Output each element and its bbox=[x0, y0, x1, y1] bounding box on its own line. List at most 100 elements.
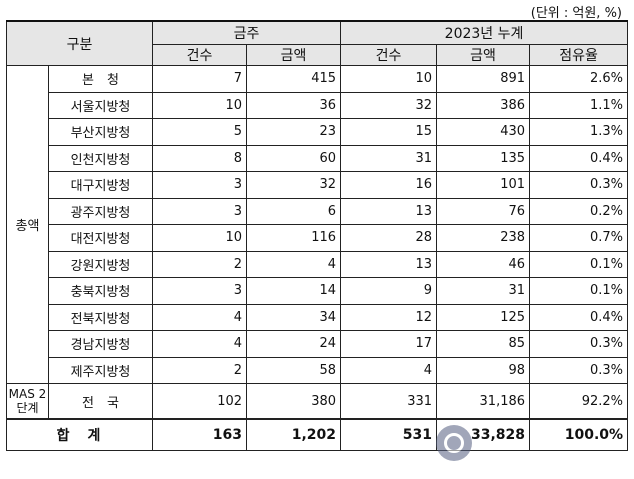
total-share: 100.0% bbox=[529, 418, 629, 451]
procurement-table: 구분 금주 2023년 누계 건수 금액 건수 금액 점유율 총액 본 청 7 … bbox=[5, 20, 629, 451]
table-row: 대전지방청 10 116 28 238 0.7% bbox=[7, 224, 629, 252]
week-count-cell: 2 bbox=[152, 250, 248, 278]
cum-count-cell: 13 bbox=[340, 197, 438, 225]
watermark-logo-icon bbox=[436, 425, 472, 461]
cum-count-cell: 17 bbox=[340, 330, 438, 358]
cum-amount-cell: 31 bbox=[436, 277, 531, 305]
share-cell: 0.1% bbox=[529, 277, 629, 305]
share-cell: 1.3% bbox=[529, 118, 629, 146]
table-row: 전북지방청 4 34 12 125 0.4% bbox=[7, 303, 629, 331]
week-count-cell: 4 bbox=[152, 303, 248, 331]
total-row: 합 계 163 1,202 531 33,828 100.0% bbox=[5, 418, 629, 451]
header-cum-count: 건수 bbox=[340, 44, 438, 66]
share-cell: 0.3% bbox=[529, 330, 629, 358]
mas-row: MAS 2단계 전 국 102 380 331 31,186 92.2% bbox=[6, 383, 629, 420]
share-cell: 92.2% bbox=[529, 383, 629, 420]
week-count-cell: 5 bbox=[152, 118, 248, 146]
total-week-amount: 1,202 bbox=[246, 418, 342, 451]
week-count-cell: 3 bbox=[152, 171, 248, 199]
week-amount-cell: 23 bbox=[246, 118, 342, 146]
region-cell: 전북지방청 bbox=[47, 303, 154, 331]
cum-amount-cell: 135 bbox=[436, 144, 531, 172]
share-cell: 0.2% bbox=[529, 197, 629, 225]
region-cell: 대전지방청 bbox=[47, 224, 154, 252]
header-week-amount: 금액 bbox=[246, 44, 342, 66]
cum-count-cell: 32 bbox=[340, 91, 438, 119]
cum-count-cell: 15 bbox=[340, 118, 438, 146]
cum-amount-cell: 386 bbox=[436, 91, 531, 119]
cum-count-cell: 10 bbox=[340, 65, 438, 93]
cum-amount-cell: 430 bbox=[436, 118, 531, 146]
cum-count-cell: 13 bbox=[340, 250, 438, 278]
table-row: 제주지방청 2 58 4 98 0.3% bbox=[7, 356, 629, 384]
header-this-week: 금주 bbox=[152, 20, 342, 45]
mas-label: MAS 2단계 bbox=[6, 383, 49, 420]
week-count-cell: 10 bbox=[152, 224, 248, 252]
week-amount-cell: 58 bbox=[246, 356, 342, 384]
table-row: 총액 본 청 7 4 15 10 891 2.6% bbox=[6, 65, 629, 384]
table-row: 서울지방청 10 36 32 386 1.1% bbox=[7, 91, 629, 119]
region-cell: 강원지방청 bbox=[47, 250, 154, 278]
week-count-cell: 2 bbox=[152, 356, 248, 384]
cum-amount-cell: 125 bbox=[436, 303, 531, 331]
header-cum-amount: 금액 bbox=[436, 44, 531, 66]
table-row: 대구지방청 3 32 16 101 0.3% bbox=[7, 171, 629, 199]
week-count-cell: 10 bbox=[152, 91, 248, 119]
share-cell: 2.6% bbox=[529, 65, 629, 93]
region-cell: 경남지방청 bbox=[47, 330, 154, 358]
cum-amount-cell: 76 bbox=[436, 197, 531, 225]
share-cell: 0.4% bbox=[529, 144, 629, 172]
header-week-count: 건수 bbox=[152, 44, 248, 66]
cum-amount-cell: 31,186 bbox=[436, 383, 531, 420]
cum-amount-cell: 46 bbox=[436, 250, 531, 278]
total-cum-count: 531 bbox=[340, 418, 438, 451]
cum-amount-cell: 101 bbox=[436, 171, 531, 199]
week-count-cell: 102 bbox=[152, 383, 248, 420]
region-cell: 서울지방청 bbox=[47, 91, 154, 119]
cum-count-cell: 12 bbox=[340, 303, 438, 331]
week-count-cell: 3 bbox=[152, 197, 248, 225]
group-label: 총액 bbox=[6, 65, 49, 384]
header-category: 구분 bbox=[5, 20, 154, 66]
table-row: 경남지방청 4 24 17 85 0.3% bbox=[7, 330, 629, 358]
week-count-cell: 8 bbox=[152, 144, 248, 172]
cum-amount-cell: 891 bbox=[436, 65, 531, 93]
table-row: 광주지방청 3 6 13 76 0.2% bbox=[7, 197, 629, 225]
week-count-cell: 3 bbox=[152, 277, 248, 305]
region-cell: 제주지방청 bbox=[47, 356, 154, 384]
table-row: 충북지방청 3 14 9 31 0.1% bbox=[7, 277, 629, 305]
table-row: 강원지방청 2 4 13 46 0.1% bbox=[7, 250, 629, 278]
week-count-cell: 7 bbox=[152, 65, 248, 93]
week-count-cell: 4 bbox=[152, 330, 248, 358]
cum-amount-cell: 238 bbox=[436, 224, 531, 252]
cum-count-cell: 331 bbox=[340, 383, 438, 420]
week-amount-cell: 32 bbox=[246, 171, 342, 199]
region-cell: 대구지방청 bbox=[47, 171, 154, 199]
share-cell: 0.1% bbox=[529, 250, 629, 278]
region-cell: 본 청 bbox=[47, 65, 154, 93]
cum-count-cell: 4 bbox=[340, 356, 438, 384]
cum-count-cell: 16 bbox=[340, 171, 438, 199]
share-cell: 0.4% bbox=[529, 303, 629, 331]
week-amount-cell: 14 bbox=[246, 277, 342, 305]
share-cell: 1.1% bbox=[529, 91, 629, 119]
week-amount-cell: 4 bbox=[246, 250, 342, 278]
share-cell: 0.3% bbox=[529, 356, 629, 384]
week-amount-cell: 380 bbox=[246, 383, 342, 420]
header-share: 점유율 bbox=[529, 44, 629, 66]
week-amount-cell: 60 bbox=[246, 144, 342, 172]
region-cell: 충북지방청 bbox=[47, 277, 154, 305]
cum-count-cell: 31 bbox=[340, 144, 438, 172]
cum-count-cell: 9 bbox=[340, 277, 438, 305]
region-cell: 부산지방청 bbox=[47, 118, 154, 146]
share-cell: 0.3% bbox=[529, 171, 629, 199]
week-amount-cell: 6 bbox=[246, 197, 342, 225]
week-amount-cell: 34 bbox=[246, 303, 342, 331]
week-amount-cell: 116 bbox=[246, 224, 342, 252]
region-cell: 광주지방청 bbox=[47, 197, 154, 225]
cum-amount-cell: 85 bbox=[436, 330, 531, 358]
header-cumulative: 2023년 누계 bbox=[340, 20, 629, 45]
region-cell: 인천지방청 bbox=[47, 144, 154, 172]
cum-amount-cell: 98 bbox=[436, 356, 531, 384]
cum-count-cell: 28 bbox=[340, 224, 438, 252]
